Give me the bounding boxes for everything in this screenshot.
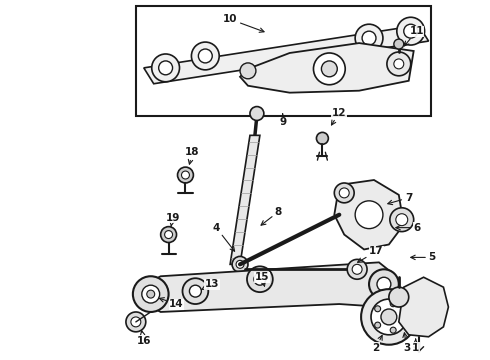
Polygon shape: [240, 43, 414, 93]
Text: 10: 10: [223, 14, 264, 32]
Text: 12: 12: [331, 108, 346, 125]
Ellipse shape: [334, 183, 354, 203]
Ellipse shape: [375, 322, 381, 328]
Ellipse shape: [394, 39, 404, 49]
Ellipse shape: [181, 171, 190, 179]
Polygon shape: [399, 277, 448, 337]
Ellipse shape: [147, 290, 155, 298]
Ellipse shape: [377, 277, 391, 291]
Ellipse shape: [247, 266, 273, 292]
Ellipse shape: [339, 188, 349, 198]
Ellipse shape: [314, 53, 345, 85]
Bar: [136, 6, 431, 116]
Ellipse shape: [369, 269, 399, 299]
Text: 4: 4: [213, 222, 235, 251]
Polygon shape: [141, 262, 399, 312]
Ellipse shape: [355, 201, 383, 229]
Ellipse shape: [347, 260, 367, 279]
Ellipse shape: [198, 49, 212, 63]
Ellipse shape: [375, 306, 381, 312]
Text: 8: 8: [261, 207, 282, 225]
Ellipse shape: [182, 278, 208, 304]
Text: 14: 14: [160, 298, 184, 309]
Ellipse shape: [142, 285, 160, 303]
Ellipse shape: [152, 54, 179, 82]
Text: 7: 7: [388, 193, 412, 204]
Ellipse shape: [397, 17, 425, 45]
Ellipse shape: [240, 63, 256, 79]
Ellipse shape: [317, 132, 328, 144]
Text: 16: 16: [137, 331, 151, 346]
Ellipse shape: [355, 24, 383, 52]
Text: 2: 2: [372, 336, 382, 353]
Ellipse shape: [192, 42, 219, 70]
Ellipse shape: [177, 167, 194, 183]
Ellipse shape: [396, 214, 408, 226]
Polygon shape: [230, 135, 260, 264]
Ellipse shape: [390, 208, 414, 231]
Text: 1: 1: [412, 339, 419, 353]
Ellipse shape: [352, 264, 362, 274]
Text: 15: 15: [255, 272, 269, 286]
Ellipse shape: [390, 301, 396, 307]
Ellipse shape: [394, 59, 404, 69]
Ellipse shape: [387, 52, 411, 76]
Ellipse shape: [161, 227, 176, 243]
Ellipse shape: [371, 299, 407, 335]
Ellipse shape: [362, 31, 376, 45]
Ellipse shape: [404, 24, 417, 38]
Polygon shape: [334, 180, 404, 249]
Text: 18: 18: [185, 147, 199, 164]
Ellipse shape: [361, 289, 416, 345]
Text: 13: 13: [202, 279, 220, 289]
Ellipse shape: [133, 276, 169, 312]
Ellipse shape: [400, 314, 406, 320]
Ellipse shape: [190, 285, 201, 297]
Text: 17: 17: [358, 247, 384, 262]
Ellipse shape: [165, 231, 172, 239]
Text: 19: 19: [166, 213, 180, 226]
Ellipse shape: [254, 273, 266, 285]
Ellipse shape: [321, 61, 337, 77]
Text: 5: 5: [411, 252, 436, 262]
Ellipse shape: [236, 260, 244, 268]
Polygon shape: [144, 25, 429, 84]
Text: 9: 9: [279, 114, 286, 127]
Ellipse shape: [131, 317, 141, 327]
Text: 11: 11: [404, 26, 424, 46]
Ellipse shape: [381, 309, 397, 325]
Ellipse shape: [126, 312, 146, 332]
Text: 6: 6: [396, 222, 421, 233]
Ellipse shape: [390, 327, 396, 333]
Ellipse shape: [159, 61, 172, 75]
Ellipse shape: [250, 107, 264, 121]
Text: 3: 3: [403, 333, 410, 353]
Ellipse shape: [232, 256, 248, 272]
Ellipse shape: [389, 287, 409, 307]
